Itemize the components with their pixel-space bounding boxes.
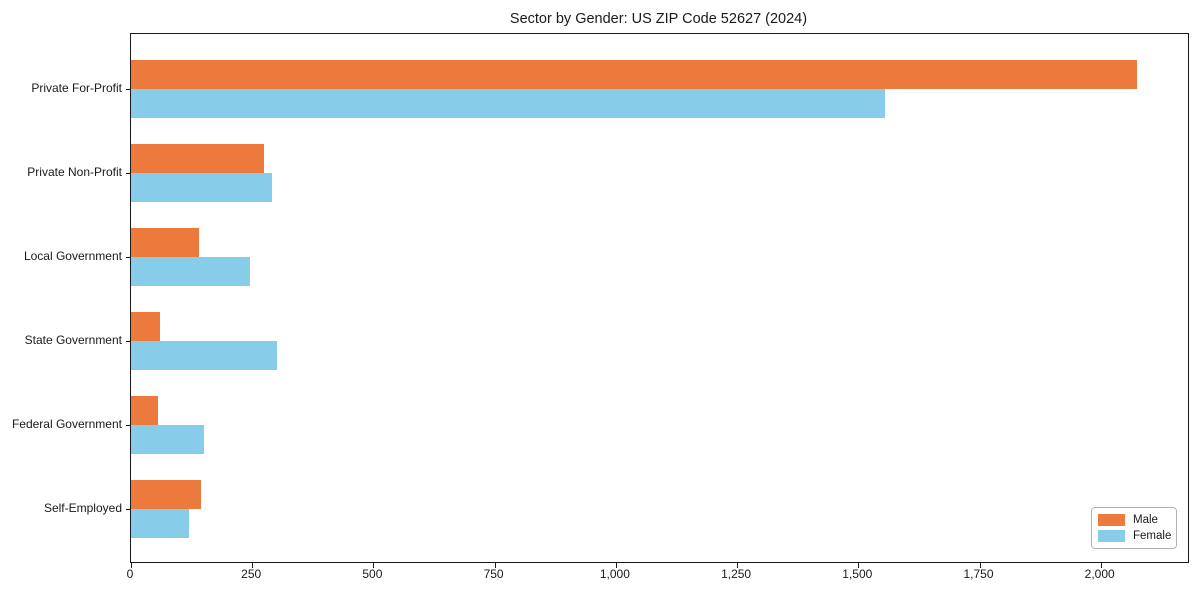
x-tick-label: 1,250	[721, 567, 752, 581]
legend-swatch-female	[1098, 530, 1125, 542]
y-tick	[126, 425, 131, 426]
y-tick	[126, 173, 131, 174]
y-tick-label: Federal Government	[11, 417, 122, 431]
x-tick	[252, 563, 254, 568]
chart-title: Sector by Gender: US ZIP Code 52627 (202…	[509, 11, 808, 27]
y-tick-label: Private Non-Profit	[27, 165, 122, 179]
y-tick-label: Private For-Profit	[31, 81, 122, 95]
legend-swatch-male	[1098, 514, 1125, 526]
bar-male-self-employed	[131, 480, 202, 509]
legend-item-male: Male	[1098, 514, 1170, 526]
x-tick	[858, 563, 860, 568]
bar-female-state-government	[131, 341, 277, 370]
y-tick	[126, 257, 131, 258]
y-tick	[126, 509, 131, 510]
x-tick	[494, 563, 496, 568]
bar-female-federal-government	[131, 425, 204, 454]
bar-male-federal-government	[131, 396, 158, 425]
bar-female-self-employed	[131, 509, 190, 538]
x-tick	[737, 563, 739, 568]
x-tick-label: 0	[126, 567, 134, 581]
x-tick-label: 1,000	[599, 567, 630, 581]
y-tick	[126, 341, 131, 342]
bar-female-private-for-profit	[131, 89, 885, 118]
bar-male-local-government	[131, 228, 199, 257]
y-tick-label: State Government	[24, 333, 122, 347]
x-tick-label: 1,500	[842, 567, 873, 581]
bar-male-state-government	[131, 312, 161, 341]
y-tick	[126, 89, 131, 90]
x-tick-label: 750	[483, 567, 504, 581]
x-tick-label: 2,000	[1084, 567, 1115, 581]
x-tick-label: 500	[362, 567, 383, 581]
legend-label: Female	[1133, 530, 1172, 542]
x-tick-label: 1,750	[963, 567, 994, 581]
x-tick	[615, 563, 617, 568]
x-tick	[131, 563, 132, 568]
y-tick-label: Self-Employed	[43, 501, 122, 515]
x-tick	[373, 563, 375, 568]
bar-male-private-non-profit	[131, 144, 265, 173]
x-tick-label: 250	[241, 567, 262, 581]
bar-male-private-for-profit	[131, 60, 1138, 89]
legend: Male Female	[1091, 507, 1177, 549]
x-tick	[979, 563, 981, 568]
y-tick-label: Local Government	[23, 249, 122, 263]
plot-area	[126, 33, 1189, 568]
legend-label: Male	[1133, 514, 1158, 526]
x-tick	[1100, 563, 1102, 568]
legend-item-female: Female	[1098, 530, 1172, 542]
bar-female-private-non-profit	[131, 173, 272, 202]
bar-female-local-government	[131, 257, 250, 286]
